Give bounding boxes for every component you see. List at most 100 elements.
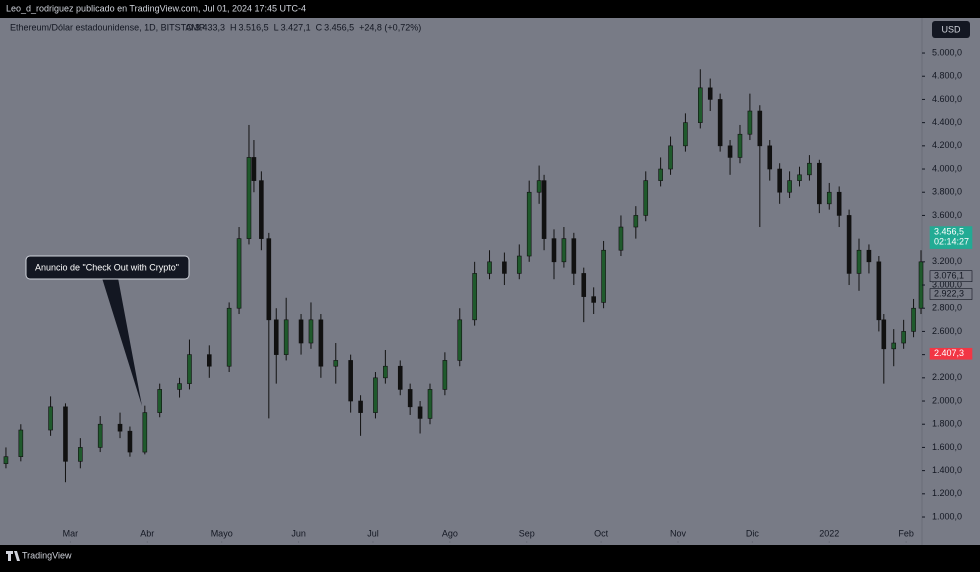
candle-body [591,296,596,303]
x-tick-label: Nov [670,528,687,538]
candle-body [236,238,242,309]
candle-body [601,249,606,303]
candle-body [427,389,433,419]
y-tick-label: 3.800,0 [932,187,962,197]
ohlc-value: 3.427,1 [281,22,311,32]
candle-body [407,389,413,408]
candle-body [881,319,887,350]
y-tick-label: 4.600,0 [932,94,962,104]
x-tick-label: Abr [140,528,154,538]
candle-body [683,122,688,147]
candle-body [333,360,339,367]
ohlc-key: H [230,22,237,32]
ohlc-legend: O 3.433,3 H 3.516,5 L 3.427,1 C 3.456,5 +24,8 (+… [186,22,421,32]
candle-body [127,430,133,453]
candle-body [541,180,547,239]
candle-body [536,180,542,193]
price-marker [929,226,973,249]
y-tick-label: 1.000,0 [932,511,962,521]
x-tick-label: Mar [63,528,79,538]
ohlc-key: O [186,22,193,32]
y-tick-label: 4.400,0 [932,117,962,127]
x-tick-label: Mayo [211,528,233,538]
currency-button[interactable] [932,21,970,38]
candle-body [526,191,532,257]
plot [3,69,924,483]
candle-body [561,238,567,263]
candle-body [737,133,743,158]
y-tick-label: 2.000,0 [932,395,962,405]
chart-title: Ethereum/Dólar estadounidense, 1D, BITST… [10,22,205,32]
candle-body [472,273,477,321]
price-marker [929,270,973,282]
y-tick-label: 4.200,0 [932,140,962,150]
annotation-box [25,255,190,280]
candle-body [63,406,68,462]
candle-body [177,383,182,390]
candle-body [817,162,822,205]
x-tick-label: 2022 [819,528,839,538]
candle-body [777,168,782,193]
candle-body [259,180,264,239]
ohlc-value: 3.516,5 [239,22,269,32]
candle-body [206,354,212,367]
y-tick-label: 3.000,0 [932,279,962,289]
y-tick-label: 2.200,0 [932,372,962,382]
candle-body [383,365,388,379]
y-tick-label: 2.800,0 [932,303,962,313]
candle-body [581,273,587,297]
x-tick-label: Jul [367,528,379,538]
price-marker-label: 2.407,3 [934,348,964,358]
y-tick-label: 1.200,0 [932,488,962,498]
price-marker-sublabel: 02:14:27 [934,236,969,246]
candle-body [668,145,673,170]
change: +24,8 (+0,72%) [359,22,421,32]
candle-body [551,238,557,263]
candle-body [807,162,812,176]
candle-body [283,319,289,355]
candle-body [633,215,639,228]
y-tick-label: 3.200,0 [932,256,962,266]
price-marker [929,288,973,300]
candle-body [142,412,148,453]
candle-body [876,261,882,321]
candle-body [797,174,802,181]
candle-body [891,342,897,350]
annotation: Anuncio de "Check Out with Crypto" [25,255,190,406]
candle-body [273,319,279,355]
candle-body [417,406,423,419]
candle-body [618,226,624,251]
candle-body [787,180,792,193]
ohlc-value: 3.456,5 [324,22,354,32]
x-tick-label: Sep [519,528,535,538]
x-tick-label: Ago [442,528,458,538]
candle-body [846,215,852,274]
candle-body [727,145,733,158]
price-marker-label: 3.076,1 [934,271,964,281]
ohlc-key: L [274,22,279,32]
footer-brand: TradingView [22,550,72,560]
candle-body [643,180,649,216]
candle-body [348,360,353,402]
candle-body [318,319,324,367]
candle-body [358,400,363,413]
y-tick-label: 1.600,0 [932,442,962,452]
candle-body [48,406,53,431]
ohlc-value: 3.433,3 [195,22,225,32]
candle-body [757,110,763,147]
price-marker-label: 2.922,3 [934,288,964,298]
ohlc-key: C [316,22,323,32]
candle-body [717,99,723,147]
candle-body [911,307,916,332]
candle-body [226,307,232,367]
candle-body [251,157,257,181]
footer: TradingView [6,550,72,561]
candle-body [502,261,507,274]
y-tick-label: 4.800,0 [932,71,962,81]
candle-body [658,168,663,181]
tv-logo [6,551,20,561]
candle-body [571,238,577,274]
candle-body [373,377,378,413]
